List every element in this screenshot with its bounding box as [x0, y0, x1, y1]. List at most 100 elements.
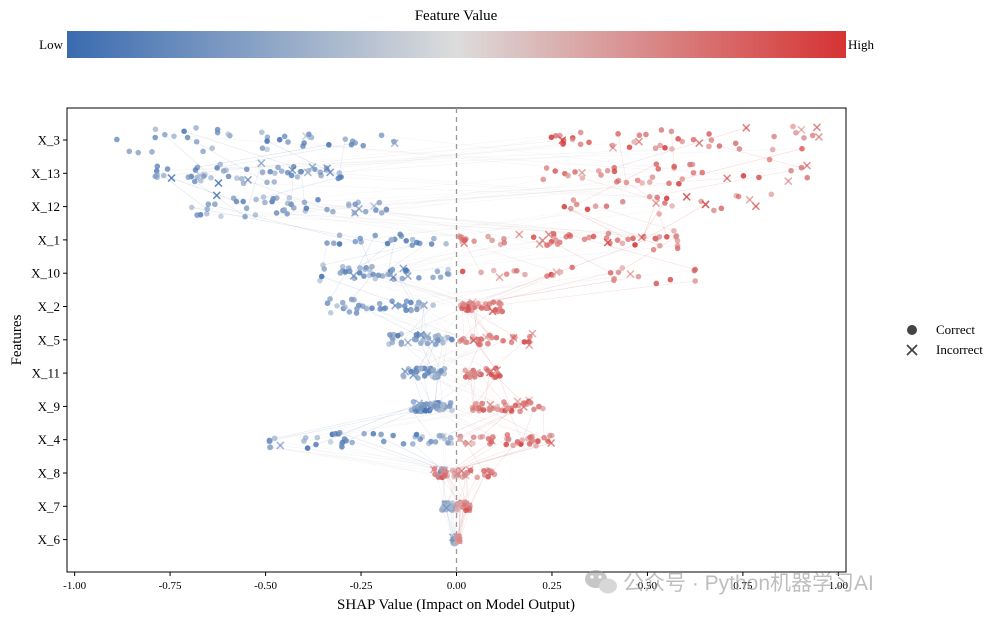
point-correct-2-7: [362, 208, 369, 215]
connector-line: [381, 134, 703, 173]
point-incorrect-1-58: [323, 164, 332, 173]
connector-line: [442, 410, 506, 437]
point-correct-0-24: [114, 136, 120, 143]
point-correct-4-61: [490, 267, 497, 274]
point-correct-0-4: [285, 139, 291, 145]
point-correct-0-20: [258, 129, 265, 136]
point-correct-2-56: [662, 200, 668, 206]
point-incorrect-4-25: [349, 271, 358, 280]
connector-line: [462, 241, 557, 273]
connector-line: [293, 141, 635, 167]
point-correct-3-42: [614, 237, 621, 243]
point-correct-0-27: [193, 138, 200, 145]
point-correct-9-24: [304, 445, 311, 451]
point-correct-2-46: [270, 195, 277, 202]
point-incorrect-3-36: [637, 233, 646, 242]
point-correct-9-65: [457, 436, 463, 443]
connector-line: [420, 305, 425, 335]
point-correct-2-10: [273, 210, 280, 216]
point-correct-3-38: [674, 237, 681, 244]
point-correct-6-59: [484, 340, 491, 347]
point-correct-1-68: [676, 180, 682, 187]
point-correct-10-32: [462, 472, 468, 479]
point-incorrect-1-7: [167, 174, 176, 183]
connector-line: [434, 376, 439, 403]
point-correct-1-89: [671, 163, 677, 170]
point-correct-5-56: [486, 301, 493, 307]
point-correct-4-29: [416, 275, 422, 281]
point-correct-0-15: [200, 148, 206, 155]
point-correct-5-23: [420, 302, 426, 308]
point-correct-4-69: [611, 277, 617, 284]
point-incorrect-10-44: [429, 465, 438, 474]
point-correct-5-31: [353, 310, 360, 316]
point-correct-2-68: [646, 193, 653, 200]
point-correct-1-65: [639, 180, 645, 186]
point-correct-8-86: [522, 400, 528, 406]
point-correct-4-32: [389, 266, 396, 273]
connector-line: [354, 278, 467, 311]
connector-line: [188, 176, 246, 217]
point-correct-9-43: [327, 439, 334, 445]
connector-line: [387, 239, 395, 275]
point-correct-6-29: [395, 332, 401, 339]
point-correct-3-32: [632, 242, 638, 248]
connector-line: [269, 407, 431, 442]
point-incorrect-8-85: [476, 401, 486, 410]
connector-line: [339, 432, 442, 470]
point-correct-0-52: [636, 132, 643, 139]
point-correct-9-8: [267, 437, 273, 444]
connector-line: [595, 205, 674, 232]
point-correct-10-33: [481, 468, 487, 474]
point-correct-1-30: [217, 161, 224, 168]
point-correct-0-55: [652, 145, 659, 152]
point-correct-2-35: [324, 206, 330, 213]
point-correct-9-37: [361, 430, 367, 437]
connector-line: [272, 163, 657, 202]
point-correct-2-24: [194, 212, 200, 218]
point-correct-1-15: [197, 177, 204, 184]
connector-line: [321, 276, 393, 302]
connector-line: [433, 273, 631, 306]
point-correct-9-23: [378, 431, 384, 438]
connector-line: [339, 198, 667, 245]
point-correct-2-48: [301, 199, 308, 206]
x-tick-label-5: 0.25: [542, 580, 562, 592]
point-correct-7-55: [476, 369, 482, 376]
point-correct-0-29: [276, 136, 283, 143]
connector-line: [617, 133, 627, 183]
point-correct-1-10: [164, 166, 171, 172]
point-correct-6-56: [463, 339, 470, 346]
point-correct-3-21: [414, 239, 420, 246]
point-correct-4-65: [619, 265, 626, 271]
connector-line: [171, 177, 237, 202]
point-correct-5-9: [403, 298, 410, 305]
point-incorrect-7-67: [493, 366, 502, 375]
connector-line: [457, 475, 467, 504]
point-correct-10-30: [455, 467, 461, 473]
point-correct-2-52: [584, 206, 591, 213]
point-correct-0-26: [149, 149, 155, 155]
point-correct-5-55: [499, 308, 506, 315]
point-correct-3-19: [428, 241, 435, 247]
data-points: [114, 123, 823, 547]
point-correct-3-13: [336, 232, 343, 239]
point-correct-3-18: [409, 242, 416, 248]
point-correct-6-65: [521, 339, 528, 345]
point-correct-5-51: [483, 305, 490, 312]
point-correct-1-26: [154, 171, 160, 178]
point-correct-4-10: [361, 273, 367, 279]
point-correct-9-67: [549, 432, 555, 439]
point-correct-1-52: [335, 175, 342, 182]
connector-line: [551, 241, 611, 274]
point-correct-10-45: [467, 467, 474, 474]
point-correct-1-84: [565, 172, 571, 179]
connector-line: [340, 242, 560, 274]
point-correct-2-44: [260, 194, 267, 200]
point-correct-2-14: [204, 210, 210, 217]
point-correct-0-1: [171, 133, 177, 140]
point-correct-2-27: [315, 196, 321, 203]
point-correct-11-68: [463, 507, 469, 514]
connector-line: [305, 210, 461, 238]
connector-line: [373, 245, 678, 275]
